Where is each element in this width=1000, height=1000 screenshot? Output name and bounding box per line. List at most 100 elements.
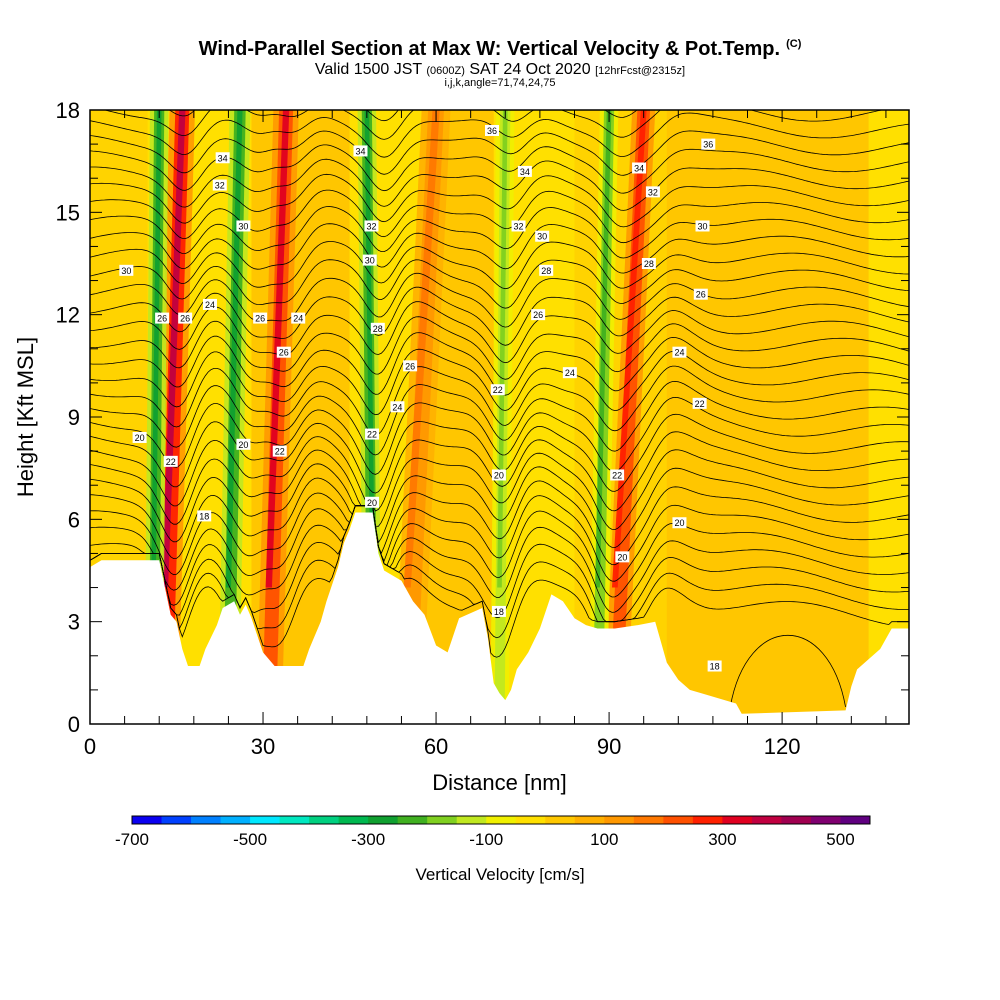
contour-label-box <box>236 438 251 450</box>
contour-label-box <box>236 220 251 232</box>
contour-label: 30 <box>121 266 131 276</box>
contour-label: 28 <box>373 324 383 334</box>
y-tick-label: 3 <box>68 610 80 635</box>
y-tick-label: 15 <box>56 200 80 225</box>
contour-label: 26 <box>696 290 706 300</box>
contour-label: 32 <box>215 181 225 191</box>
colorbar-swatch <box>751 816 782 824</box>
contour-label: 28 <box>541 266 551 276</box>
contour-label-box <box>615 551 630 563</box>
theta-contour <box>90 505 909 658</box>
contour-label-box <box>163 455 178 467</box>
contour-label: 20 <box>494 470 504 480</box>
contour-label-box <box>119 264 134 276</box>
contour-label-box <box>197 510 212 522</box>
contour-label-box <box>178 312 193 324</box>
contour-label: 30 <box>238 221 248 231</box>
contour-label-box <box>692 397 707 409</box>
contour-label-box <box>672 517 687 529</box>
theta-contour <box>90 396 909 475</box>
contour-label-box <box>364 220 379 232</box>
contour-label-box <box>707 660 722 672</box>
contour-label-box <box>641 258 656 269</box>
contour-label: 26 <box>405 361 415 371</box>
contour-label: 20 <box>617 552 627 562</box>
y-tick-label: 6 <box>68 507 80 532</box>
theta-contour <box>90 413 909 494</box>
x-tick-label: 30 <box>251 734 275 759</box>
contour-label: 26 <box>279 348 289 358</box>
contour-label: 22 <box>367 430 377 440</box>
theta-contour <box>103 110 884 140</box>
terrain-fill <box>90 512 909 724</box>
theta-contour <box>90 477 909 566</box>
contour-label: 28 <box>644 259 654 269</box>
contour-label-box <box>403 360 418 372</box>
updraft-band-core <box>403 110 440 588</box>
colorbar-tick-label: -700 <box>115 830 149 849</box>
contour-label-box <box>155 312 170 324</box>
contour-label: 36 <box>487 126 497 136</box>
y-axis-label: Height [Kft MSL] <box>13 337 38 497</box>
contour-label-box <box>491 605 506 617</box>
contour-label-box <box>535 230 550 242</box>
chart-subtitle: Valid 1500 JST (0600Z) SAT 24 Oct 2020 [… <box>0 61 1000 79</box>
contour-label-box <box>202 298 217 310</box>
x-tick-label: 120 <box>764 734 801 759</box>
downdraft-band-core <box>497 110 508 588</box>
theta-contours <box>90 110 909 708</box>
contour-label: 22 <box>612 470 622 480</box>
contour-label: 26 <box>255 314 265 324</box>
colorbar-swatch <box>279 816 310 824</box>
colorbar-swatch <box>781 816 812 824</box>
contour-label-box <box>353 145 368 157</box>
theta-contour <box>90 348 909 416</box>
colorbar-swatch <box>427 816 458 824</box>
contour-label-box <box>485 124 500 136</box>
contour-label: 34 <box>634 163 644 173</box>
colorbar-swatch <box>132 816 163 824</box>
contour-label: 30 <box>365 256 375 266</box>
contour-label-box <box>539 264 554 276</box>
contour-label-box <box>693 288 708 300</box>
contour-label: 30 <box>698 221 708 231</box>
contour-label-box <box>531 309 546 321</box>
contour-label-box <box>645 186 660 198</box>
theta-contour <box>729 635 846 708</box>
contour-label: 22 <box>695 399 705 409</box>
contour-label: 30 <box>537 232 547 242</box>
contour-label-box <box>490 384 505 396</box>
contour-label: 34 <box>355 146 365 156</box>
theta-contour <box>90 380 909 456</box>
contour-label-box <box>215 152 230 164</box>
contour-label: 24 <box>674 348 684 358</box>
copyright-mark: (C) <box>786 38 802 51</box>
forecast-info: [12hrFcst@2315z] <box>595 65 686 77</box>
contour-label-box <box>276 346 291 358</box>
colorbar-tick-label: 500 <box>826 830 854 849</box>
colorbar-swatch <box>574 816 605 824</box>
theta-contour <box>90 301 909 364</box>
theta-contour <box>90 505 909 623</box>
colorbar-swatch <box>368 816 399 824</box>
colorbar-swatch <box>810 816 841 824</box>
colorbar-swatch <box>309 816 340 824</box>
contour-label-box <box>132 431 147 443</box>
colorbar-tick-label: -500 <box>233 830 267 849</box>
updraft-band-core <box>161 110 186 588</box>
colorbar-swatch <box>456 816 487 824</box>
theta-contour <box>90 505 909 598</box>
chart-title: Wind-Parallel Section at Max W: Vertical… <box>0 38 1000 61</box>
x-tick-label: 0 <box>84 734 96 759</box>
terrain <box>90 512 909 724</box>
theta-contour <box>90 492 909 582</box>
colorbar: -700 -500 -300 -100 100 300 500 Vertical Veloci… <box>115 815 871 884</box>
colorbar-frame <box>131 815 871 825</box>
contour-label: 34 <box>520 167 530 177</box>
colorbar-swatch <box>692 816 723 824</box>
contour-label: 22 <box>275 447 285 457</box>
colorbar-swatch <box>840 816 871 824</box>
theta-contour <box>90 431 909 512</box>
theta-contour <box>90 272 909 328</box>
theta-contour <box>90 463 909 549</box>
